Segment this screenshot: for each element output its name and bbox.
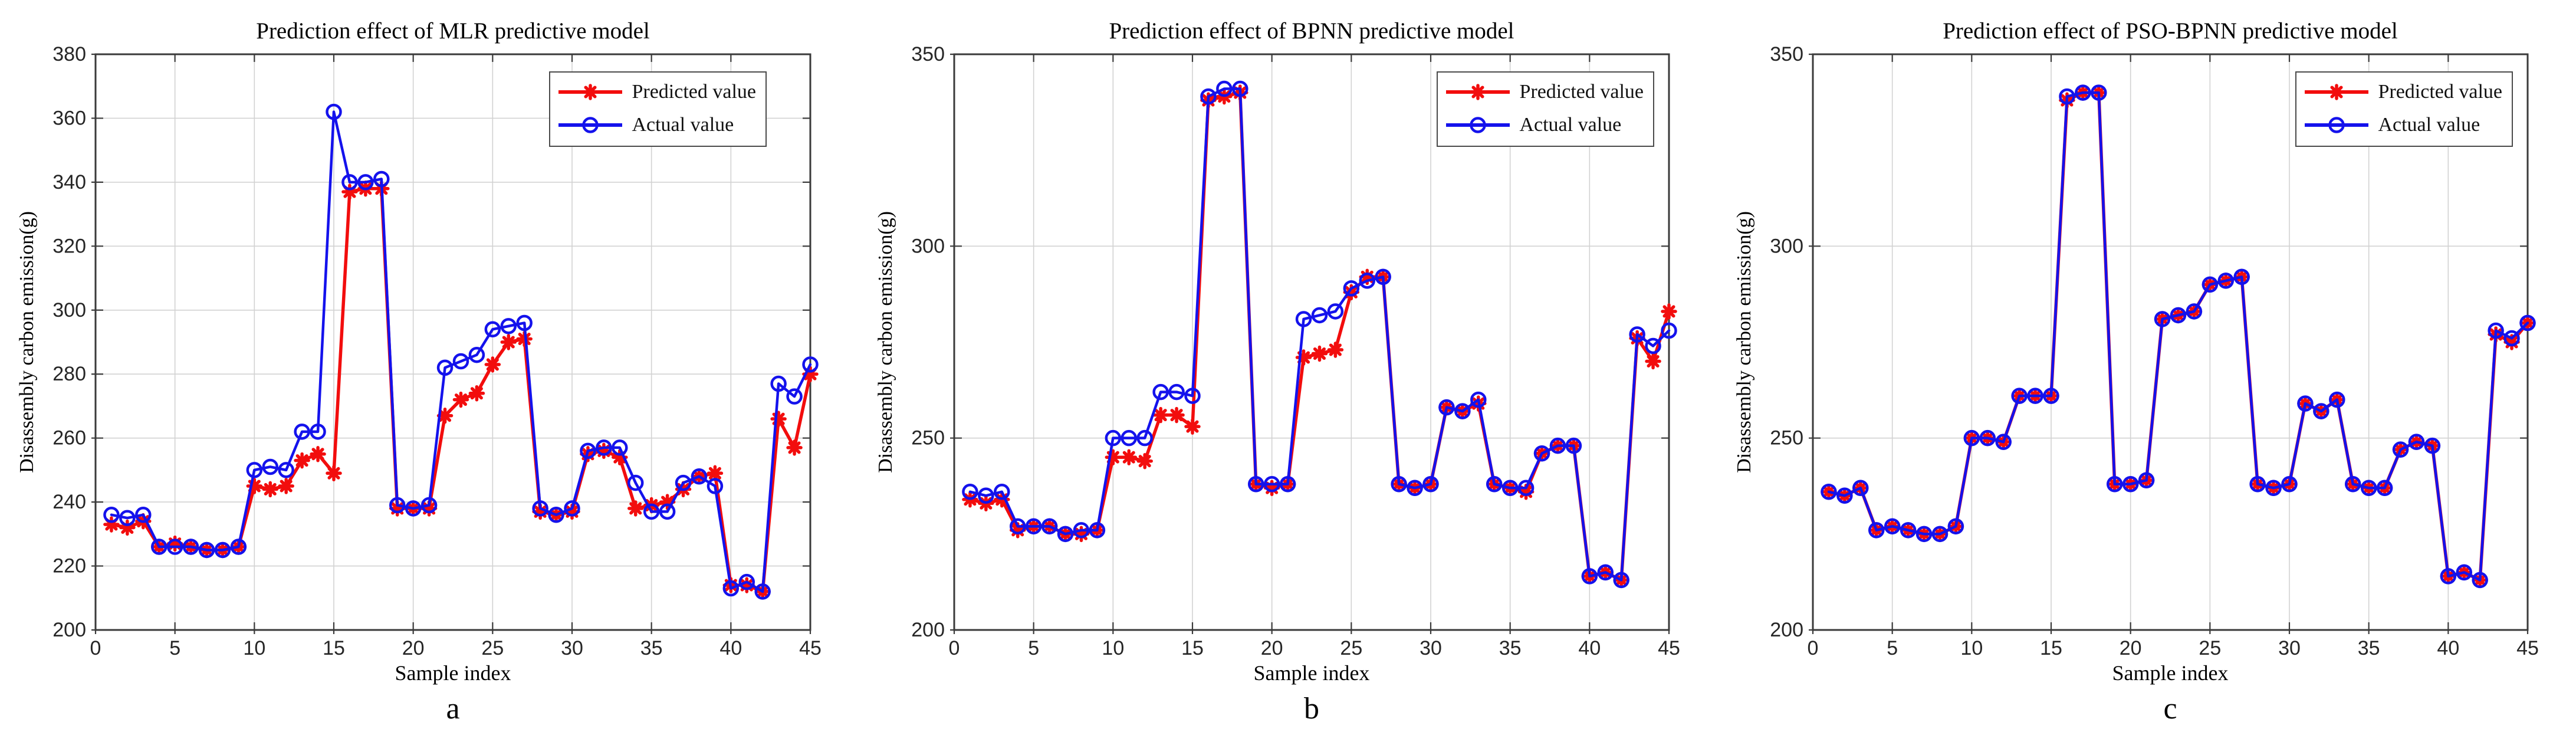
line-chart-a: 0 5 10 15 20 25 30 35 40 45 200 220 240 260 280 300 320 3…: [52, 43, 822, 659]
svg-text:5: 5: [169, 637, 180, 659]
chart-title: Prediction effect of PSO-BPNN predictive…: [1943, 18, 2398, 44]
svg-text:320: 320: [52, 235, 86, 257]
chart-panel-b: 0 5 10 15 20 25 30 35 40 45 200 250 300 350 Predictio…: [859, 0, 1717, 755]
line-chart-c: 0 5 10 15 20 25 30 35 40 45 200 250 300 350: [1770, 43, 2539, 659]
svg-text:10: 10: [243, 637, 265, 659]
svg-text:10: 10: [1960, 637, 1983, 659]
line-chart-b: 0 5 10 15 20 25 30 35 40 45 200 250 300 350: [911, 43, 1680, 659]
svg-text:25: 25: [481, 637, 504, 659]
chart-panel-a: 0 5 10 15 20 25 30 35 40 45 200 220 240 260 280 300 320 3…: [0, 0, 859, 755]
actual-series-icon: [1446, 117, 1510, 133]
svg-text:35: 35: [640, 637, 663, 659]
svg-text:15: 15: [323, 637, 345, 659]
svg-text:350: 350: [1770, 43, 1803, 65]
svg-text:30: 30: [1420, 637, 1442, 659]
svg-text:15: 15: [2040, 637, 2062, 659]
predicted-series-icon: [558, 84, 623, 100]
chart-panel-c: 0 5 10 15 20 25 30 35 40 45 200 250 300 350 Predictio…: [1717, 0, 2576, 755]
panel-letter: c: [2163, 692, 2177, 726]
svg-text:15: 15: [1181, 637, 1204, 659]
legend-row-predicted: Predicted value: [2304, 76, 2502, 108]
y-axis-label: Disassembly carbon emission(g): [1733, 211, 1755, 473]
svg-text:25: 25: [1340, 637, 1362, 659]
panel-letter: b: [1304, 692, 1319, 726]
svg-text:250: 250: [911, 427, 945, 449]
legend: Predicted value Actual value: [549, 71, 767, 147]
svg-text:360: 360: [52, 107, 86, 129]
svg-text:300: 300: [52, 299, 86, 321]
legend-row-actual: Actual value: [557, 109, 756, 141]
legend-label: Predicted value: [2378, 81, 2502, 103]
svg-text:200: 200: [911, 619, 945, 641]
svg-text:260: 260: [52, 427, 86, 449]
predicted-series-icon: [1446, 84, 1510, 100]
svg-text:340: 340: [52, 171, 86, 193]
legend-label: Actual value: [632, 114, 734, 136]
svg-text:30: 30: [2278, 637, 2301, 659]
svg-text:240: 240: [52, 491, 86, 513]
svg-text:200: 200: [1770, 619, 1803, 641]
svg-text:10: 10: [1102, 637, 1124, 659]
svg-text:40: 40: [719, 637, 742, 659]
svg-text:45: 45: [799, 637, 822, 659]
y-axis-label: Disassembly carbon emission(g): [16, 211, 38, 473]
svg-text:40: 40: [1578, 637, 1601, 659]
panel-letter: a: [446, 692, 460, 726]
chart-title: Prediction effect of BPNN predictive mod…: [1109, 18, 1514, 44]
svg-text:280: 280: [52, 363, 86, 385]
legend-label: Actual value: [2378, 114, 2480, 136]
svg-text:300: 300: [911, 235, 945, 257]
svg-text:220: 220: [52, 555, 86, 577]
svg-text:300: 300: [1770, 235, 1803, 257]
predicted-series-icon: [2305, 84, 2369, 100]
svg-text:45: 45: [1658, 637, 1680, 659]
y-axis-label: Disassembly carbon emission(g): [875, 211, 896, 473]
svg-text:5: 5: [1028, 637, 1039, 659]
svg-text:40: 40: [2437, 637, 2459, 659]
svg-text:350: 350: [911, 43, 945, 65]
actual-series-icon: [558, 117, 623, 133]
legend: Predicted value Actual value: [2295, 71, 2513, 147]
svg-text:30: 30: [561, 637, 583, 659]
x-axis-label: Sample index: [2112, 661, 2229, 685]
legend-label: Predicted value: [632, 81, 756, 103]
svg-text:45: 45: [2516, 637, 2539, 659]
legend-row-actual: Actual value: [2304, 109, 2502, 141]
svg-text:200: 200: [52, 619, 86, 641]
svg-text:20: 20: [1261, 637, 1283, 659]
svg-text:20: 20: [2120, 637, 2142, 659]
svg-text:0: 0: [949, 637, 960, 659]
legend-row-predicted: Predicted value: [557, 76, 756, 108]
x-axis-label: Sample index: [1253, 661, 1370, 685]
svg-text:0: 0: [90, 637, 101, 659]
svg-text:0: 0: [1808, 637, 1819, 659]
legend-label: Actual value: [1519, 114, 1622, 136]
svg-text:35: 35: [2358, 637, 2380, 659]
legend-row-predicted: Predicted value: [1445, 76, 1644, 108]
svg-text:25: 25: [2199, 637, 2221, 659]
legend: Predicted value Actual value: [1437, 71, 1654, 147]
svg-text:20: 20: [402, 637, 425, 659]
svg-text:250: 250: [1770, 427, 1803, 449]
svg-text:5: 5: [1887, 637, 1898, 659]
legend-label: Predicted value: [1519, 81, 1644, 103]
svg-text:380: 380: [52, 43, 86, 65]
chart-title: Prediction effect of MLR predictive mode…: [256, 18, 650, 44]
actual-series-icon: [2305, 117, 2369, 133]
legend-row-actual: Actual value: [1445, 109, 1644, 141]
svg-text:35: 35: [1499, 637, 1522, 659]
x-axis-label: Sample index: [395, 661, 511, 685]
